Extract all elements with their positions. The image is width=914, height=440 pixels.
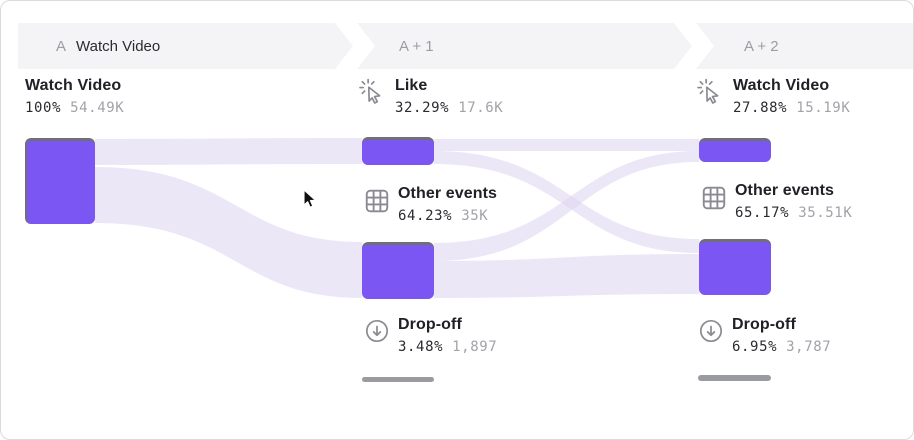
event-stats: 65.17% 35.51K: [735, 205, 852, 221]
event-title: Other events: [398, 185, 498, 202]
dropoff-arrow-icon: [364, 318, 390, 344]
step-header-a-plus-2[interactable]: A + 2: [696, 23, 913, 69]
event-count: 1,897: [452, 339, 498, 355]
link-other-to-watch[interactable]: [434, 151, 699, 261]
event-count: 35K: [461, 208, 489, 224]
link-watch-to-other[interactable]: [95, 167, 362, 298]
event-stats: 100% 54.49K: [25, 100, 124, 116]
event-label-watch-video-stage3[interactable]: Watch Video 27.88% 15.19K: [733, 77, 850, 116]
event-stats: 32.29% 17.6K: [395, 100, 503, 116]
event-percent: 65.17%: [735, 205, 790, 221]
node-watch-video-stage1[interactable]: [25, 138, 95, 224]
mouse-cursor-icon: [303, 189, 319, 216]
event-stats: 3.48% 1,897: [398, 339, 497, 355]
node-other-events-stage3[interactable]: [699, 239, 771, 295]
link-other-to-other[interactable]: [434, 254, 699, 298]
step-header-a-plus-1[interactable]: A + 1: [357, 23, 692, 69]
event-stats: 6.95% 3,787: [732, 339, 831, 355]
event-label-dropoff-stage3[interactable]: Drop-off 6.95% 3,787: [732, 316, 831, 355]
grid-icon: [363, 187, 391, 215]
step-label-a-plus-2: A + 2: [744, 37, 779, 55]
event-percent: 32.29%: [395, 100, 450, 116]
event-title: Drop-off: [732, 316, 796, 333]
step-letter-a: A: [56, 37, 67, 55]
event-label-like-stage2[interactable]: Like 32.29% 17.6K: [395, 77, 503, 116]
node-like-stage2[interactable]: [362, 137, 434, 165]
event-title: Watch Video: [733, 77, 830, 94]
event-title: Watch Video: [25, 77, 122, 94]
event-percent: 6.95%: [732, 339, 778, 355]
event-title: Drop-off: [398, 316, 462, 333]
event-stats: 64.23% 35K: [398, 208, 497, 224]
event-label-watch-video-stage1[interactable]: Watch Video 100% 54.49K: [25, 77, 124, 116]
link-like-to-watch[interactable]: [434, 139, 699, 151]
event-percent: 100%: [25, 100, 62, 116]
event-count: 54.49K: [70, 100, 125, 116]
event-count: 17.6K: [458, 100, 504, 116]
event-percent: 3.48%: [398, 339, 444, 355]
event-count: 3,787: [786, 339, 832, 355]
event-percent: 27.88%: [733, 100, 788, 116]
event-title: Like: [395, 77, 428, 94]
step-label-a-plus-1: A + 1: [399, 37, 434, 55]
event-count: 15.19K: [796, 100, 851, 116]
step-header-a[interactable]: A Watch Video: [18, 23, 353, 69]
event-label-other-events-stage3[interactable]: Other events 65.17% 35.51K: [735, 182, 852, 221]
grid-icon: [700, 184, 728, 212]
event-label-other-events-stage2[interactable]: Other events 64.23% 35K: [398, 185, 497, 224]
event-title: Other events: [735, 182, 835, 199]
dropoff-bar-stage2[interactable]: [362, 377, 434, 382]
click-icon: [358, 78, 385, 105]
event-stats: 27.88% 15.19K: [733, 100, 850, 116]
step-label-watch-video: Watch Video: [76, 37, 161, 55]
event-label-dropoff-stage2[interactable]: Drop-off 3.48% 1,897: [398, 316, 497, 355]
click-icon: [696, 78, 723, 105]
dropoff-bar-stage3[interactable]: [698, 375, 771, 381]
node-watch-video-stage3[interactable]: [699, 138, 771, 162]
event-count: 35.51K: [798, 205, 853, 221]
event-percent: 64.23%: [398, 208, 453, 224]
node-other-events-stage2[interactable]: [362, 242, 434, 299]
dropoff-arrow-icon: [698, 318, 724, 344]
link-watch-to-like[interactable]: [95, 138, 362, 165]
